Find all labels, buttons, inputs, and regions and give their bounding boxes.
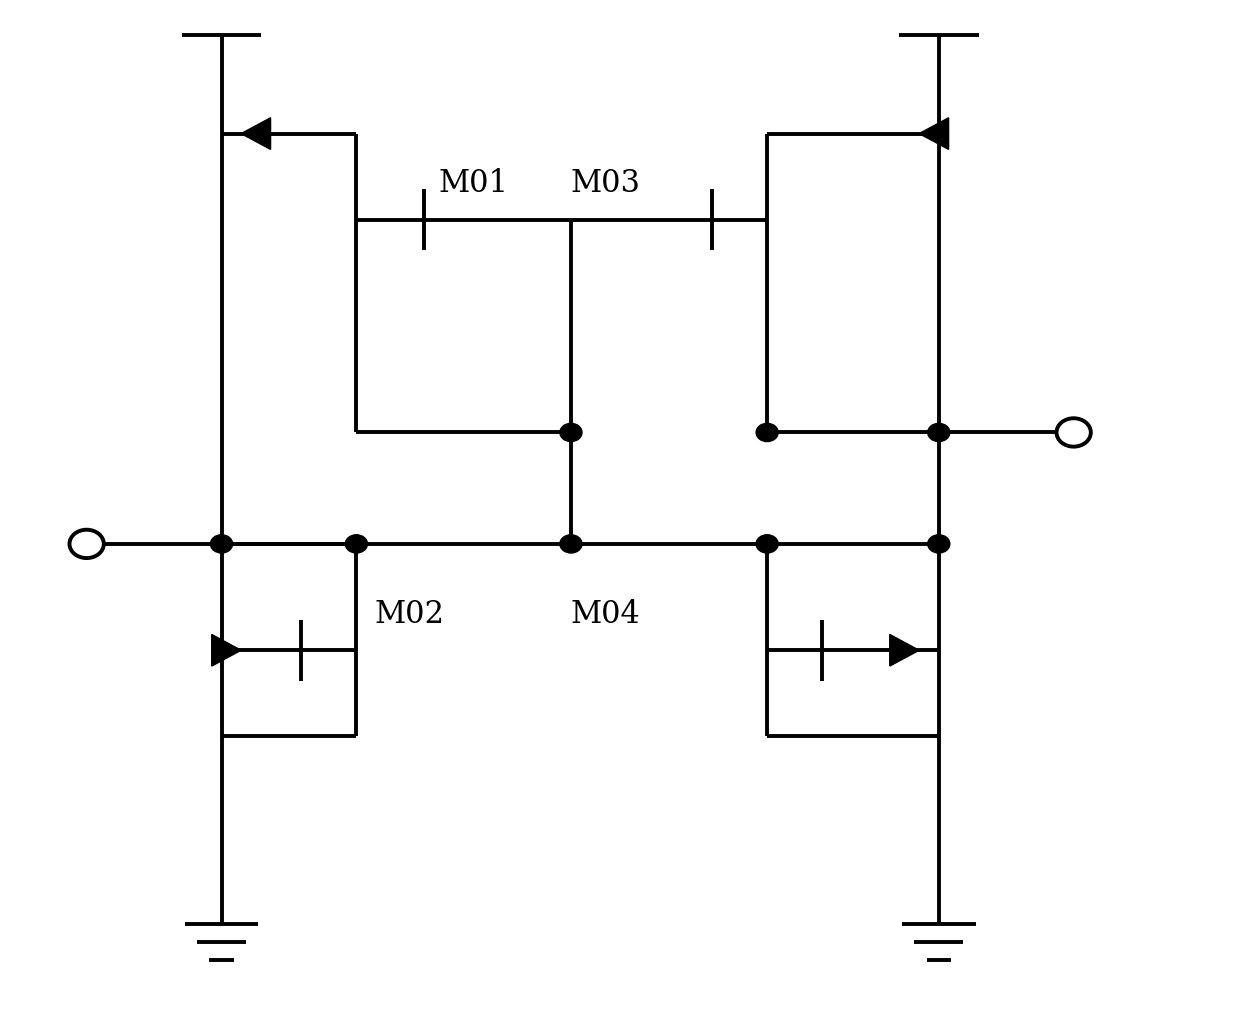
Circle shape [211,535,233,553]
Polygon shape [890,635,919,667]
Circle shape [928,535,950,553]
Circle shape [1056,418,1091,447]
Text: M03: M03 [570,168,641,199]
Polygon shape [212,635,241,667]
Polygon shape [919,118,949,149]
Circle shape [560,423,582,442]
Text: M04: M04 [570,599,641,630]
Circle shape [756,423,779,442]
Circle shape [928,423,950,442]
Text: M01: M01 [439,168,508,199]
Polygon shape [241,118,270,149]
Circle shape [560,535,582,553]
Text: M02: M02 [374,599,445,630]
Circle shape [346,535,367,553]
Circle shape [756,535,779,553]
Circle shape [69,530,104,558]
